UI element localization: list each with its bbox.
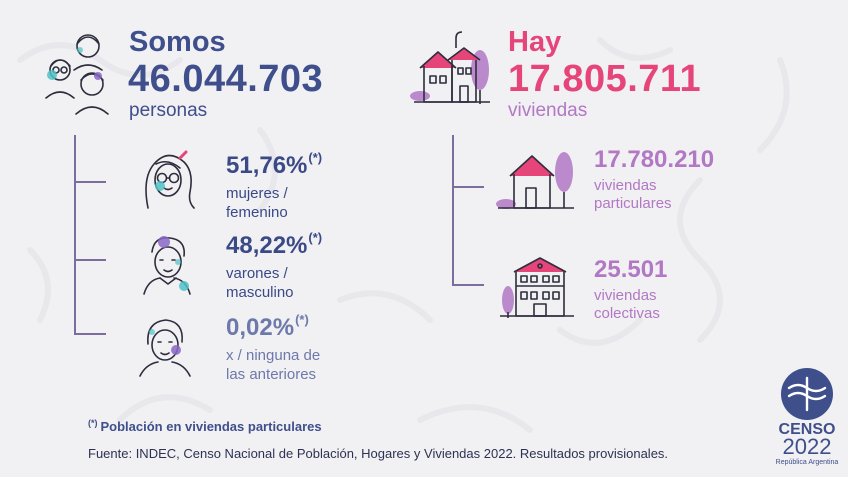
person-face-icon [139, 319, 191, 377]
stat-women-label-1: mujeres / [226, 185, 288, 202]
footnote: (*) Población en viviendas particulares [88, 418, 322, 434]
housing-tree-line [452, 135, 454, 285]
people-group-icon [45, 34, 109, 115]
logo-country: República Argentina [775, 459, 839, 466]
stat-men: 48,22%(*) varones / masculino [226, 230, 322, 302]
stat-private-housing-label-1: viviendas [594, 177, 657, 194]
housing-unit: viviendas [508, 100, 588, 121]
stat-collective-housing-num: 25.501 [594, 256, 668, 283]
stat-private-housing-num: 17.780.210 [594, 146, 715, 173]
stat-x: 0,02%(*) x / ninguna de las anteriores [226, 312, 320, 384]
population-tree-line [74, 135, 76, 335]
source-text: Fuente: INDEC, Censo Nacional de Poblaci… [88, 446, 669, 461]
censo-logo-icon [781, 368, 833, 420]
population-number: 46.044.703 [128, 58, 324, 100]
man-face-icon [143, 236, 191, 295]
house-icon [496, 152, 574, 209]
stat-private-housing: 17.780.210 viviendas particulares [594, 146, 714, 213]
housing-number: 17.805.711 [508, 58, 702, 100]
stat-collective-housing: 25.501 viviendas colectivas [594, 256, 667, 323]
tree-branch [452, 284, 484, 286]
stat-private-housing-label-2: particulares [594, 195, 672, 212]
stat-men-label-1: varones / [226, 265, 288, 282]
stat-x-label-1: x / ninguna de [226, 347, 321, 364]
stat-women-pct: 51,76%(*) [226, 150, 323, 179]
housing-lead: Hay [508, 26, 562, 58]
stat-collective-housing-label-2: colectivas [594, 305, 660, 322]
tree-branch [452, 186, 484, 188]
stat-collective-housing-label-1: viviendas [594, 287, 657, 304]
building-icon [500, 257, 574, 318]
stat-men-label-2: masculino [226, 284, 294, 301]
logo-word: CENSO [778, 421, 836, 438]
logo-year: 2022 [782, 434, 832, 459]
population-unit: personas [129, 100, 208, 121]
stat-x-pct: 0,02%(*) [226, 312, 309, 341]
woman-face-icon [145, 150, 195, 209]
stat-x-label-2: las anteriores [226, 366, 317, 383]
stat-men-pct: 48,22%(*) [226, 230, 323, 259]
stat-women-label-2: femenino [226, 204, 288, 221]
tree-branch [74, 259, 106, 261]
houses-icon [410, 31, 490, 104]
population-lead: Somos [129, 26, 226, 58]
tree-branch [74, 333, 106, 335]
stat-women: 51,76%(*) mujeres / femenino [226, 150, 322, 222]
tree-branch [74, 181, 106, 183]
